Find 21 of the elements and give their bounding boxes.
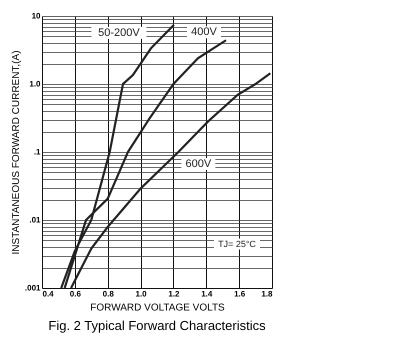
x-tick-label: 1.2: [168, 290, 180, 298]
series-label: 50-200V: [98, 26, 140, 39]
x-tick-label: 0.8: [102, 290, 114, 298]
line-series: [70, 72, 272, 288]
y-tick-label: .001: [24, 284, 42, 292]
series-label: 400V: [191, 26, 218, 38]
y-tick-label: 1.0: [29, 80, 42, 88]
x-tick-label: 0.6: [70, 290, 82, 298]
annotation: TJ= 25°C: [218, 239, 256, 249]
x-tick-label: 0.4: [42, 290, 54, 298]
x-tick-label: 1.8: [261, 290, 274, 298]
y-axis-title: INSTANTANEOUS FORWARD CURRENT,(A): [10, 50, 22, 255]
y-tick-label: .01: [29, 216, 42, 224]
x-axis-title: FORWARD VOLTAGE VOLTS: [90, 302, 226, 314]
text: Fig. 2 Typical Forward Characteristics: [48, 318, 266, 333]
y-tick-label: .1: [34, 148, 42, 156]
x-tick-label: 1.4: [201, 290, 213, 298]
series-label: 600V: [186, 158, 212, 170]
x-tick-label: 1.0: [136, 290, 148, 298]
y-tick-label: 10: [32, 12, 42, 20]
x-tick-label: 1.6: [234, 290, 246, 298]
